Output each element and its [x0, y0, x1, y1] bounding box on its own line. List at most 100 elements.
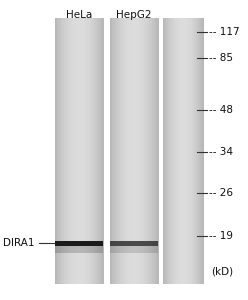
Bar — [93, 18, 94, 284]
Bar — [134, 18, 135, 284]
Bar — [144, 18, 146, 284]
Bar — [79, 18, 80, 284]
Bar — [71, 18, 72, 284]
Bar — [168, 18, 169, 284]
Bar — [59, 18, 60, 284]
Bar — [149, 18, 151, 284]
Bar — [184, 18, 185, 284]
Bar — [187, 18, 188, 284]
Bar — [163, 18, 164, 284]
Bar — [129, 18, 130, 284]
Bar — [172, 18, 174, 284]
Bar — [90, 18, 92, 284]
Bar — [75, 18, 76, 284]
Bar — [200, 18, 201, 284]
Bar — [190, 18, 191, 284]
Bar — [139, 18, 140, 284]
Bar — [64, 18, 66, 284]
Bar — [202, 18, 203, 284]
Bar — [97, 18, 98, 284]
Bar — [76, 18, 77, 284]
Bar — [69, 18, 71, 284]
Bar — [186, 18, 187, 284]
Bar — [168, 18, 169, 284]
Bar — [196, 18, 197, 284]
Bar — [56, 18, 57, 284]
Bar — [98, 18, 99, 284]
Bar — [153, 18, 154, 284]
Bar — [84, 18, 85, 284]
Bar — [55, 18, 56, 284]
Bar — [195, 18, 196, 284]
Bar — [131, 18, 132, 284]
Bar — [122, 18, 123, 284]
Bar — [67, 18, 68, 284]
Bar — [196, 18, 197, 284]
Bar — [128, 18, 129, 284]
Bar — [200, 18, 201, 284]
Bar — [64, 18, 65, 284]
Bar — [173, 18, 174, 284]
Bar — [96, 18, 97, 284]
Bar — [121, 18, 123, 284]
Bar — [85, 18, 86, 284]
Bar — [192, 18, 193, 284]
Bar — [80, 18, 81, 284]
Bar — [142, 18, 143, 284]
Bar — [85, 18, 87, 284]
Bar — [188, 18, 189, 284]
Bar — [66, 18, 67, 284]
Bar — [86, 18, 88, 284]
Bar — [192, 18, 193, 284]
Bar — [115, 18, 116, 284]
Bar — [165, 18, 166, 284]
Text: -- 117: -- 117 — [209, 27, 240, 37]
Bar — [178, 18, 180, 284]
Bar — [123, 18, 124, 284]
Bar — [197, 18, 198, 284]
Bar — [92, 18, 93, 284]
Text: -- 19: -- 19 — [209, 231, 233, 241]
Bar — [190, 18, 191, 284]
Bar — [83, 18, 84, 284]
Bar — [180, 18, 182, 284]
Bar — [55, 245, 103, 253]
Text: HepG2: HepG2 — [116, 10, 152, 20]
Bar — [157, 18, 158, 284]
Bar — [110, 245, 158, 253]
Bar — [188, 18, 189, 284]
Bar — [65, 18, 67, 284]
Bar — [133, 18, 134, 284]
Bar — [117, 18, 119, 284]
Bar — [175, 18, 176, 284]
Bar — [174, 18, 176, 284]
Bar — [100, 18, 101, 284]
Bar — [182, 18, 184, 284]
Bar — [170, 18, 172, 284]
Bar — [154, 18, 155, 284]
Bar — [125, 18, 126, 284]
Bar — [124, 18, 125, 284]
Bar — [145, 18, 147, 284]
Bar — [94, 18, 95, 284]
Bar — [55, 241, 103, 245]
Bar — [170, 18, 171, 284]
Bar — [119, 18, 120, 284]
Bar — [136, 18, 138, 284]
Text: HeLa: HeLa — [66, 10, 92, 20]
Bar — [77, 18, 79, 284]
Bar — [194, 18, 195, 284]
Bar — [58, 18, 60, 284]
Bar — [194, 18, 195, 284]
Bar — [137, 18, 138, 284]
Bar — [61, 18, 62, 284]
Bar — [82, 18, 84, 284]
Bar — [150, 18, 151, 284]
Bar — [185, 18, 186, 284]
Bar — [174, 18, 175, 284]
Text: -- 26: -- 26 — [209, 188, 233, 198]
Bar — [113, 18, 115, 284]
Bar — [128, 18, 130, 284]
Bar — [146, 18, 147, 284]
Bar — [179, 18, 180, 284]
